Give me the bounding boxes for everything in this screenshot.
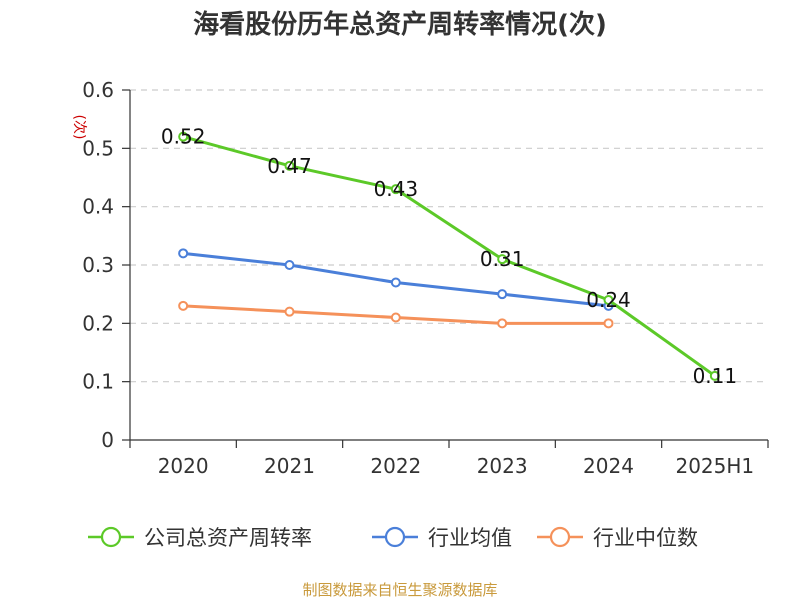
chart-title: 海看股份历年总资产周转率情况(次)	[193, 9, 607, 40]
data-point	[390, 184, 401, 195]
axes: 0 0.1 0.2 0.3 0.4 0.5 0.6 2020 2021 2022 2023 2024 2…	[82, 78, 769, 478]
series-lines	[178, 131, 720, 381]
data-label: 0.24	[586, 288, 631, 312]
gridlines	[130, 89, 768, 383]
data-label: 0.43	[374, 177, 419, 201]
y-tick-label: 0.2	[82, 311, 114, 335]
y-tick-label: 0.5	[82, 136, 114, 160]
legend-marker	[100, 526, 122, 548]
y-tick-label: 0.6	[82, 78, 114, 102]
data-point	[497, 254, 508, 265]
y-tick-label: 0.3	[82, 253, 114, 277]
legend-item-industry-mean: 行业均值	[372, 526, 512, 550]
x-tick-label: 2024	[583, 454, 634, 478]
x-tick-label: 2020	[158, 454, 209, 478]
y-tick-label: 0.1	[82, 370, 114, 394]
data-point	[284, 160, 295, 171]
legend-item-industry-median: 行业中位数	[537, 526, 698, 550]
data-point	[178, 131, 189, 142]
data-label: 0.11	[693, 364, 738, 388]
data-point	[497, 318, 508, 329]
legend-item-company: 公司总资产周转率	[88, 526, 312, 550]
legend-label: 行业均值	[428, 526, 512, 550]
source-note: 制图数据来自恒生聚源数据库	[302, 581, 497, 599]
data-point	[603, 295, 614, 305]
x-tick-label: 2021	[264, 454, 315, 478]
data-point	[390, 312, 401, 323]
legend-label: 公司总资产周转率	[144, 526, 312, 550]
data-point	[709, 370, 720, 381]
x-tick-label: 2023	[477, 454, 528, 478]
data-point	[178, 248, 189, 259]
legend-marker	[549, 526, 571, 548]
data-labels: 0.52 0.47 0.43 0.31 0.24 0.11	[161, 125, 737, 388]
data-point	[497, 289, 508, 300]
data-label: 0.52	[161, 125, 206, 149]
x-tick-label: 2025H1	[675, 454, 754, 478]
data-point	[284, 260, 295, 270]
data-label: 0.31	[480, 247, 525, 271]
y-axis-unit: (次)	[71, 115, 87, 140]
y-tick-label: 0	[101, 428, 114, 452]
y-tick-label: 0.4	[82, 195, 114, 219]
data-point	[603, 318, 614, 329]
x-tick-label: 2022	[370, 454, 421, 478]
legend-label: 行业中位数	[593, 526, 698, 550]
data-point	[390, 277, 401, 288]
legend: 公司总资产周转率 行业均值 行业中位数	[88, 526, 698, 550]
data-label: 0.47	[267, 154, 312, 178]
legend-marker	[384, 526, 406, 548]
series-line	[182, 135, 716, 378]
data-point	[284, 306, 295, 317]
data-point	[178, 300, 189, 311]
